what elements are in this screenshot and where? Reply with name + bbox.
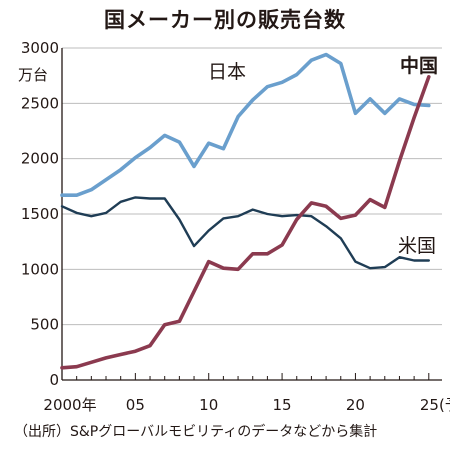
y-unit-label: 万台 [18, 66, 48, 84]
y-tick-label: 1000 [21, 260, 59, 278]
y-tick-label: 2000 [21, 150, 59, 168]
y-tick-label: 500 [30, 316, 59, 334]
y-tick-label: 3000 [21, 39, 59, 57]
y-tick-label: 1500 [21, 205, 59, 223]
x-tick-label: 15 [273, 396, 292, 414]
series-label-japan: 日本 [208, 61, 246, 83]
series-label-usa: 米国 [398, 235, 436, 257]
x-tick-label: 05 [126, 396, 145, 414]
x-tick-label: 10 [199, 396, 218, 414]
series-lines [60, 52, 431, 370]
series-line-china [60, 75, 431, 370]
x-axis: 2000年 05 10 15 20 25(予) [43, 373, 450, 414]
gridlines [62, 47, 442, 326]
source-note: （出所）S&Pグローバルモビリティのデータなどから集計 [14, 424, 378, 440]
y-axis: 0 500 1000 1500 2000 2500 3000 [21, 39, 63, 389]
x-tick-label: 2000年 [43, 396, 96, 414]
x-tick-label: 25(予) [420, 396, 450, 414]
series-line-usa [60, 196, 430, 270]
series-line-japan [60, 52, 431, 197]
y-tick-label: 2500 [21, 94, 59, 112]
y-tick-label: 0 [49, 371, 59, 389]
series-label-china: 中国 [400, 54, 438, 77]
x-tick-label: 20 [346, 396, 365, 414]
chart-title: 国メーカー別の販売台数 [104, 8, 346, 32]
